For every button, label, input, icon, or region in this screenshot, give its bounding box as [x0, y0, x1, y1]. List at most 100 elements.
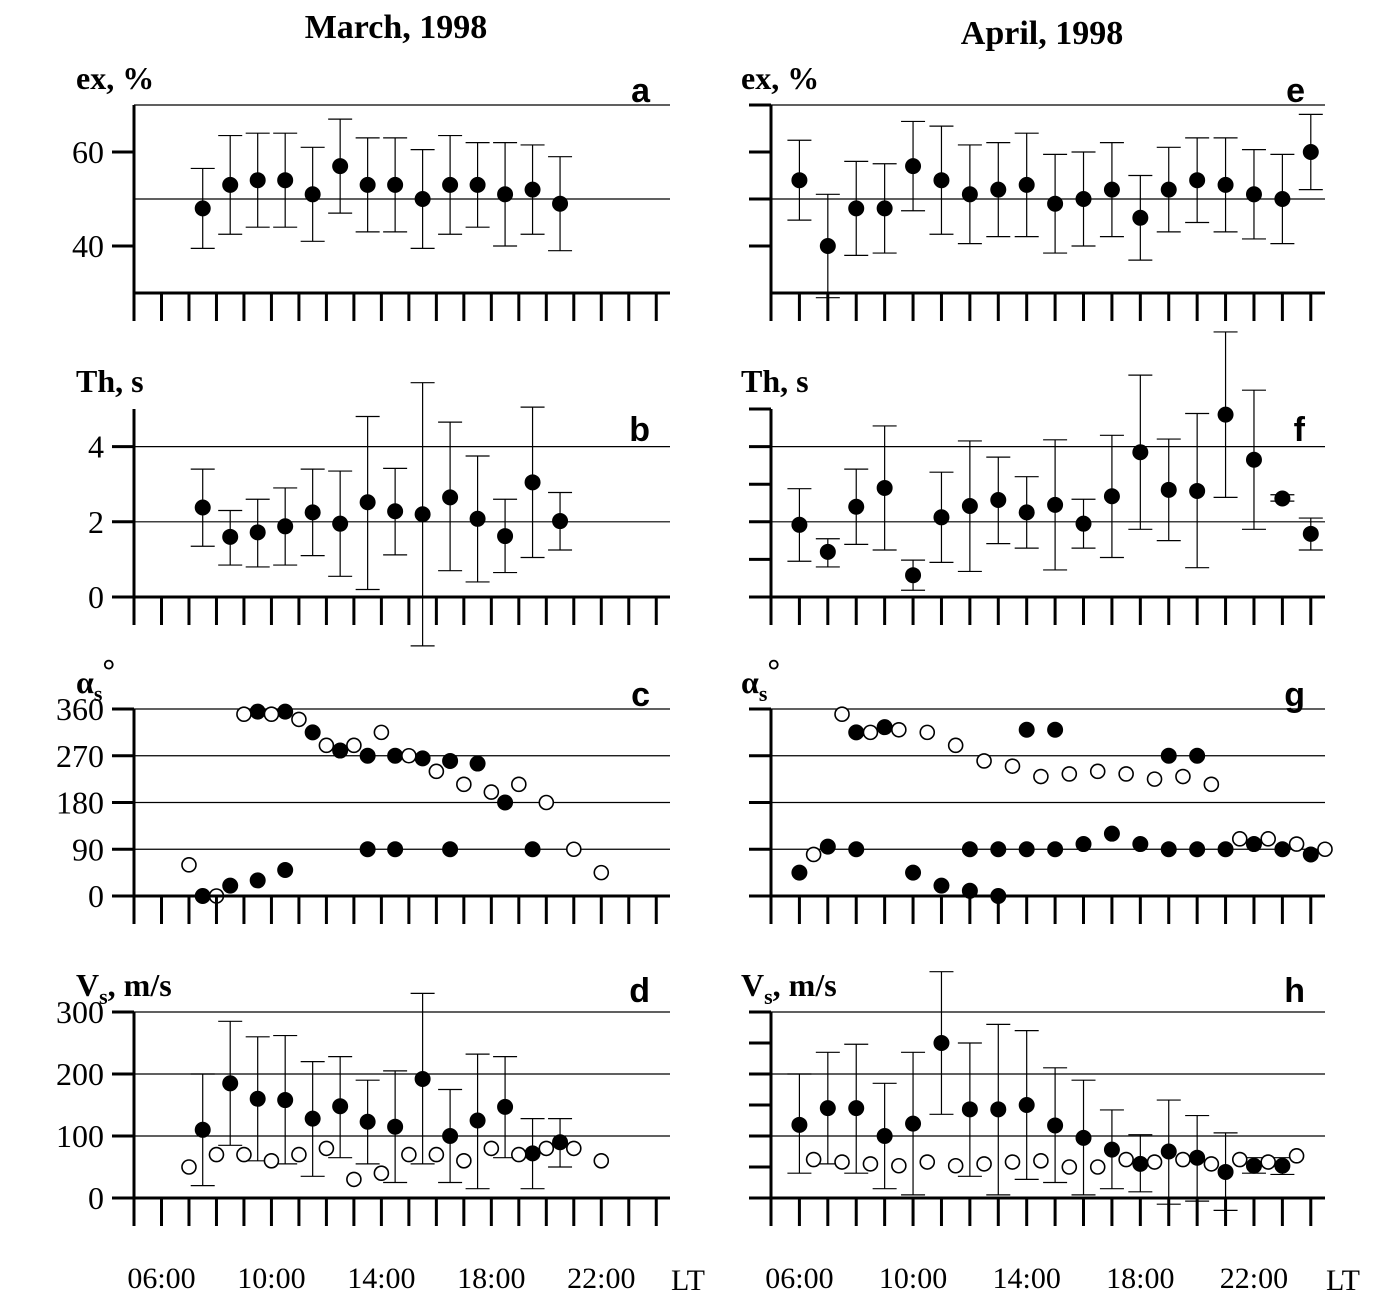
panel-c-point-filled: [497, 794, 514, 811]
panel-g-point-filled: [1018, 721, 1035, 738]
column-title-march: March, 1998: [305, 9, 488, 46]
x-tick-label: 22:00: [1220, 1262, 1288, 1295]
panel-g-point-open: [862, 724, 879, 741]
panel-c-point-filled: [359, 841, 376, 858]
panel-f-point-filled: [1302, 525, 1319, 542]
panel-e-point-filled: [1047, 195, 1064, 212]
panel-a-point-filled: [387, 176, 404, 193]
panel-d-y-tick-label: 200: [56, 1056, 104, 1092]
panel-c-point-open: [373, 724, 390, 741]
panel-g-point-filled: [905, 864, 922, 881]
panel-b-point-filled: [442, 489, 459, 506]
panel-c-point-open: [511, 776, 527, 793]
panel-d-point-open: [538, 1140, 555, 1157]
panel-d-point-filled: [304, 1110, 321, 1127]
panel-e-point-filled: [1245, 186, 1262, 203]
panel-c-y-tick-label: 90: [72, 831, 104, 867]
panel-d-point-open: [236, 1146, 252, 1163]
panel-e-point-filled: [1217, 176, 1234, 193]
panel-e-label: e: [1286, 72, 1305, 110]
panel-g-point-filled: [990, 841, 1007, 858]
panel-h-point-filled: [1245, 1157, 1262, 1174]
panel-h-point-open: [947, 1157, 964, 1174]
panel-c-point-filled: [442, 841, 459, 858]
panel-g-point-open: [1317, 841, 1333, 858]
panel-b-y-tick-label: 2: [88, 504, 104, 540]
panel-d-point-open: [291, 1146, 307, 1163]
panel-g-point-open: [976, 753, 992, 769]
panel-f-point-filled: [876, 479, 893, 496]
panel-b-point-filled: [469, 510, 486, 527]
panel-g-point-filled: [819, 838, 836, 855]
panel-d-y-tick-label: 100: [56, 1118, 104, 1154]
panel-c-point-open: [593, 864, 610, 881]
panel-a-point-filled: [524, 181, 541, 198]
panel-g-point-open: [1260, 831, 1276, 847]
panel-f-y-axis-label: Th, s: [741, 363, 809, 399]
panel-d-point-filled: [442, 1128, 459, 1144]
panel-f-point-filled: [1245, 451, 1262, 468]
x-tick-label: 14:00: [347, 1262, 415, 1295]
panel-f-point-filled: [1189, 482, 1206, 499]
panel-f-point-filled: [905, 567, 922, 584]
panel-c-y-tick-label: 360: [56, 691, 104, 727]
panel-d-point-filled: [359, 1113, 376, 1130]
panel-a-point-filled: [304, 186, 321, 203]
panel-f-point-filled: [848, 498, 865, 515]
axes-layer: [112, 103, 1325, 1226]
panel-g-point-open: [1033, 768, 1049, 785]
panel-g-point-filled: [1103, 825, 1120, 842]
panel-f-point-filled: [1103, 488, 1120, 505]
panel-h-point-filled: [1189, 1149, 1206, 1166]
panel-h-point-filled: [791, 1116, 808, 1133]
panel-e-point-filled: [1132, 209, 1149, 226]
panel-c-point-open: [236, 706, 252, 722]
panel-a-point-filled: [222, 176, 239, 193]
panel-b-y-tick-label: 0: [88, 579, 104, 615]
panel-h-point-open: [1089, 1159, 1106, 1175]
panel-c-point-filled: [387, 747, 404, 764]
panel-d-point-open: [208, 1146, 225, 1163]
panel-h-point-open: [805, 1151, 822, 1168]
panel-h-point-filled: [1075, 1129, 1092, 1146]
panel-b-point-filled: [552, 513, 569, 530]
panel-d-point-filled: [277, 1092, 294, 1109]
panel-h-point-open: [1288, 1148, 1305, 1164]
panel-a-label: a: [631, 72, 651, 110]
panel-e-point-filled: [1189, 172, 1206, 189]
panel-h-point-open: [976, 1156, 992, 1172]
panel-d-point-filled: [249, 1090, 266, 1107]
panel-g-point-open: [1203, 776, 1220, 793]
panel-a-point-filled: [359, 176, 376, 193]
panel-g-point-open: [1146, 771, 1163, 787]
panel-d-point-filled: [524, 1145, 541, 1162]
panel-b-point-filled: [304, 504, 321, 521]
panel-a-point-filled: [277, 172, 294, 189]
panel-e-y-axis-label: ex, %: [741, 60, 819, 96]
panel-b-point-filled: [387, 503, 404, 520]
marks-layer: [181, 113, 1333, 1212]
panel-g-point-filled: [848, 724, 865, 741]
panel-a-point-filled: [552, 195, 569, 212]
panel-g-point-open: [919, 724, 936, 741]
panel-g-point-filled: [933, 877, 950, 894]
panel-g-point-open: [1089, 763, 1106, 780]
panel-h-point-filled: [819, 1100, 836, 1117]
panel-h-point-open: [1175, 1151, 1191, 1168]
panel-h-point-open: [1118, 1151, 1134, 1168]
panel-h-point-filled: [1132, 1155, 1149, 1172]
panel-a-point-filled: [497, 186, 514, 203]
panel-a-point-filled: [249, 172, 266, 189]
panel-h-point-open: [1004, 1154, 1021, 1170]
panel-f-point-filled: [1160, 481, 1177, 498]
panel-e-point-filled: [1160, 181, 1177, 198]
panel-b-point-filled: [222, 528, 239, 545]
panel-d-point-filled: [497, 1098, 514, 1115]
panel-b-point-filled: [332, 515, 349, 532]
panel-g-point-filled: [1189, 747, 1206, 764]
panel-f-point-filled: [933, 509, 950, 526]
panel-c-point-filled: [304, 724, 321, 741]
panel-d-point-filled: [387, 1118, 404, 1135]
panel-g-point-filled: [1047, 721, 1064, 738]
panel-g-point-open: [891, 721, 907, 738]
